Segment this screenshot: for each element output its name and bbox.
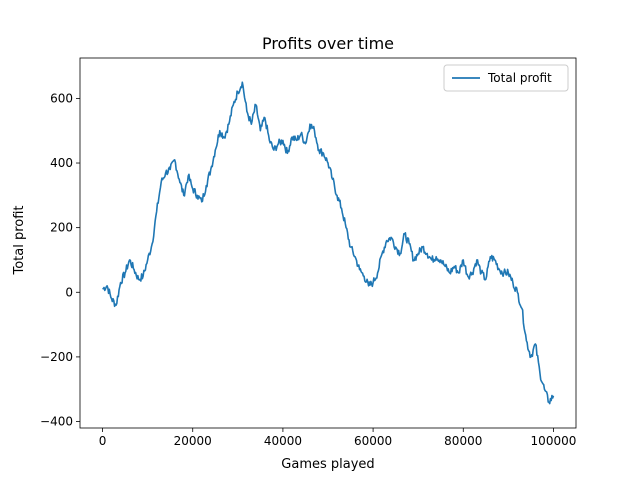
y-tick-label: −400 bbox=[40, 415, 73, 429]
x-tick-label: 80000 bbox=[444, 434, 482, 448]
plot-area: 0 20000 40000 60000 80000 100000 −400 −200 0 200 4… bbox=[40, 57, 577, 448]
x-tick-label: 100000 bbox=[531, 434, 577, 448]
y-tick-label: 200 bbox=[50, 221, 73, 235]
y-tick-label: 600 bbox=[50, 91, 73, 105]
x-tick-label: 40000 bbox=[264, 434, 302, 448]
plot-frame bbox=[79, 57, 577, 429]
legend-entry: Total profit bbox=[487, 71, 552, 85]
y-tick-label: 400 bbox=[50, 156, 73, 170]
x-tick-label: 0 bbox=[99, 434, 107, 448]
y-tick-label: 0 bbox=[65, 285, 73, 299]
y-tick-label: −200 bbox=[40, 350, 73, 364]
chart-title: Profits over time bbox=[262, 34, 394, 53]
x-axis-label: Games played bbox=[281, 457, 374, 472]
x-tick-label: 60000 bbox=[354, 434, 392, 448]
series-line-total-profit bbox=[102, 81, 555, 405]
legend-box bbox=[443, 64, 569, 92]
y-axis-label: Total profit bbox=[12, 205, 27, 275]
x-tick-label: 20000 bbox=[174, 434, 212, 448]
